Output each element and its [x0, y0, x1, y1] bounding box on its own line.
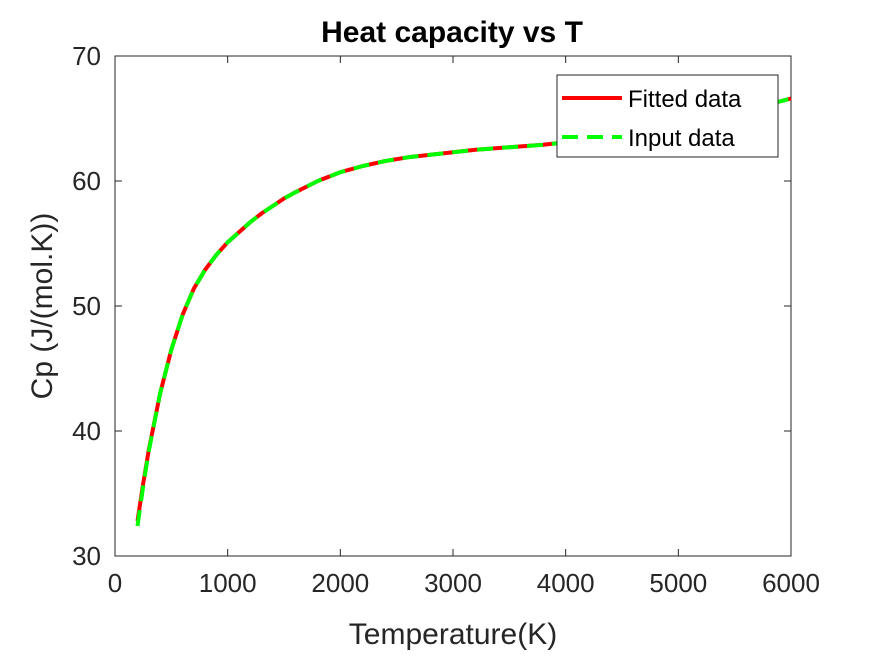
legend-box — [556, 74, 779, 158]
series-layer — [135, 96, 792, 527]
chart-title: Heat capacity vs T — [321, 16, 583, 49]
x-tick-label: 1000 — [199, 568, 257, 598]
x-axis-title: Temperature(K) — [349, 618, 557, 651]
plot-area: 0 1000 2000 3000 4000 5000 6000 30 40 50 60 70 — [72, 41, 820, 598]
y-tick-label: 70 — [72, 41, 101, 71]
y-tick-label: 60 — [72, 166, 101, 196]
legend: Fitted data Input data — [556, 74, 779, 158]
y-tick-label: 30 — [72, 541, 101, 571]
y-axis-title: Cp (J/(mol.K)) — [26, 213, 59, 400]
series-line-fitted — [135, 96, 792, 522]
x-tick-label: 0 — [108, 568, 122, 598]
legend-label-input: Input data — [628, 125, 735, 152]
y-tick-label: 40 — [72, 416, 101, 446]
series-line-input — [135, 96, 792, 527]
x-tick-label: 4000 — [537, 568, 595, 598]
y-axis-ticks: 30 40 50 60 70 — [72, 41, 791, 571]
x-tick-label: 3000 — [424, 568, 482, 598]
y-tick-label: 50 — [72, 291, 101, 321]
x-tick-label: 5000 — [649, 568, 707, 598]
x-tick-label: 2000 — [311, 568, 369, 598]
x-axis-ticks: 0 1000 2000 3000 4000 5000 6000 — [108, 56, 820, 598]
legend-label-fitted: Fitted data — [628, 86, 742, 113]
x-tick-label: 6000 — [762, 568, 820, 598]
